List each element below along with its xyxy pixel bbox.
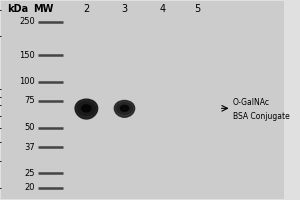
Ellipse shape	[116, 103, 133, 114]
Text: 150: 150	[20, 51, 35, 60]
Text: O-GalNAc: O-GalNAc	[233, 98, 270, 107]
Text: 20: 20	[25, 183, 35, 192]
Text: 50: 50	[25, 123, 35, 132]
Text: MW: MW	[34, 4, 54, 14]
Ellipse shape	[77, 102, 95, 116]
Text: 25: 25	[25, 169, 35, 178]
Text: 75: 75	[25, 96, 35, 105]
Text: 4: 4	[160, 4, 166, 14]
Text: 100: 100	[20, 77, 35, 86]
Ellipse shape	[82, 105, 91, 112]
Ellipse shape	[119, 105, 130, 112]
Text: kDa: kDa	[7, 4, 28, 14]
Ellipse shape	[114, 100, 135, 117]
Text: 5: 5	[194, 4, 201, 14]
Text: BSA Conjugate: BSA Conjugate	[233, 112, 290, 121]
Text: 3: 3	[122, 4, 128, 14]
Ellipse shape	[120, 105, 128, 111]
Ellipse shape	[75, 99, 98, 119]
Text: 250: 250	[20, 17, 35, 26]
Ellipse shape	[80, 104, 93, 113]
Text: 2: 2	[83, 4, 89, 14]
Text: 37: 37	[25, 143, 35, 152]
